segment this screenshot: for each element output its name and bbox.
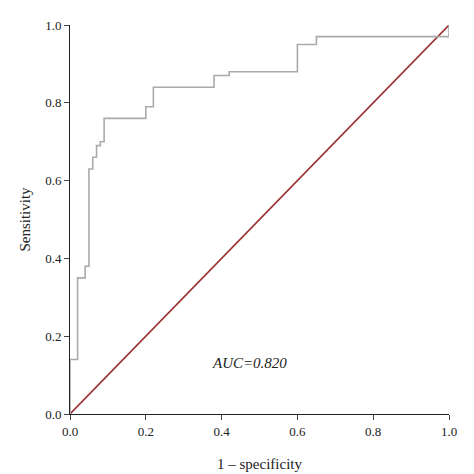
svg-text:0.4: 0.4: [213, 424, 230, 439]
svg-text:1.0: 1.0: [441, 424, 457, 439]
svg-text:0.2: 0.2: [45, 329, 61, 344]
svg-text:0.2: 0.2: [138, 424, 154, 439]
svg-text:0.8: 0.8: [45, 95, 61, 110]
svg-text:Sensitivity: Sensitivity: [17, 187, 33, 252]
svg-text:0.0: 0.0: [45, 407, 61, 422]
svg-text:0.0: 0.0: [62, 424, 78, 439]
svg-text:1.0: 1.0: [45, 18, 61, 33]
svg-text:1 – specificity: 1 – specificity: [217, 456, 302, 472]
svg-text:0.6: 0.6: [45, 173, 62, 188]
svg-text:AUC=0.820: AUC=0.820: [212, 355, 287, 371]
svg-text:0.8: 0.8: [365, 424, 381, 439]
svg-text:0.6: 0.6: [289, 424, 306, 439]
svg-text:0.4: 0.4: [45, 251, 62, 266]
